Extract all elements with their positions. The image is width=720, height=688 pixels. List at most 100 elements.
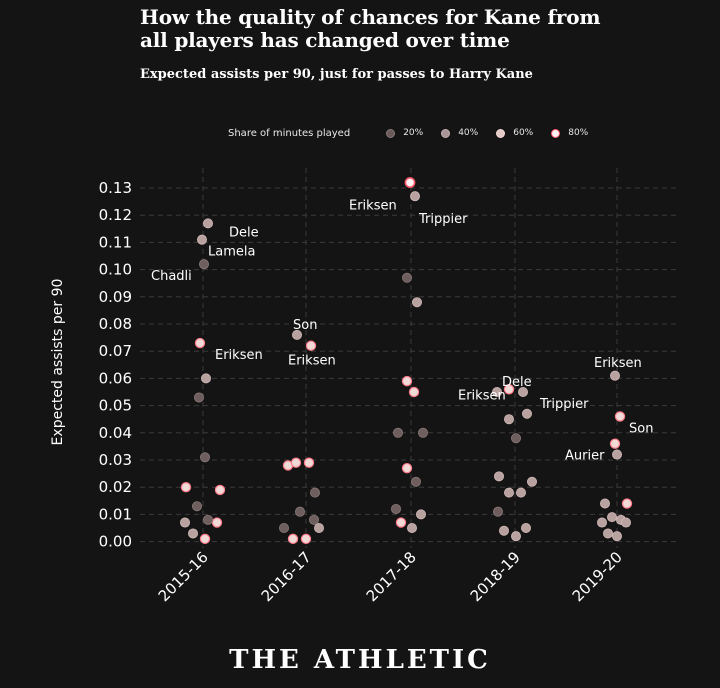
point-annotation: Trippier	[418, 212, 468, 227]
data-point	[510, 531, 521, 542]
data-point	[406, 523, 417, 534]
data-point	[194, 337, 206, 349]
data-point	[603, 528, 614, 539]
legend-swatch-20	[386, 128, 396, 138]
data-point	[503, 414, 514, 425]
data-point	[187, 528, 198, 539]
point-annotation: Eriksen	[458, 389, 506, 404]
y-tick-label: 0.08	[99, 315, 132, 333]
data-point	[199, 533, 211, 545]
point-annotation: Dele	[502, 375, 532, 390]
data-point	[308, 514, 319, 525]
data-point	[278, 523, 289, 534]
data-point	[214, 484, 226, 496]
legend-swatch-40	[441, 128, 451, 138]
point-annotation: Eriksen	[349, 198, 397, 213]
legend-item-60: 60%	[496, 128, 533, 138]
data-point	[408, 386, 420, 398]
y-tick-label: 0.03	[99, 451, 132, 469]
x-tick-label: 2015-16	[155, 548, 212, 605]
data-point	[612, 449, 623, 460]
legend-item-20: 20%	[386, 128, 423, 138]
y-tick-label: 0.01	[99, 505, 132, 523]
data-point	[202, 514, 213, 525]
chart-subtitle: Expected assists per 90, just for passes…	[140, 67, 533, 82]
x-tick-label: 2019-20	[569, 548, 626, 605]
data-point	[518, 386, 529, 397]
data-point	[390, 503, 401, 514]
chart-legend: Share of minutes played 20% 40% 60% 80%	[228, 125, 606, 141]
x-tick-label: 2016-17	[258, 548, 315, 605]
legend-label-80: 80%	[568, 128, 589, 138]
scatter-chart: 0.00 0.01 0.02 0.03 0.04 0.05 0.06 0.07 0.08 0.09…	[99, 168, 680, 605]
y-tick-label: 0.02	[99, 478, 132, 496]
y-tick-label: 0.06	[99, 369, 132, 387]
annotations: Dele Lamela Chadli Eriksen Son Eriksen Eriksen…	[151, 198, 653, 463]
data-points	[179, 177, 633, 545]
chart-title-line1: How the quality of chances for Kane from	[140, 5, 601, 29]
data-point	[401, 272, 412, 283]
data-point	[401, 375, 413, 387]
data-point	[294, 506, 305, 517]
legend-label-60: 60%	[513, 128, 534, 138]
data-point	[395, 517, 407, 528]
data-point	[491, 386, 502, 397]
data-point	[600, 498, 611, 509]
data-point	[610, 370, 621, 381]
data-point	[305, 340, 317, 351]
data-point	[409, 191, 420, 202]
data-point	[493, 471, 504, 482]
y-tick-label: 0.09	[99, 288, 132, 306]
data-point	[621, 517, 632, 528]
data-point	[196, 234, 207, 245]
legend-swatch-60	[496, 128, 506, 138]
data-point	[415, 509, 426, 520]
data-point	[202, 218, 213, 229]
data-point	[609, 438, 621, 449]
legend-label-40: 40%	[458, 128, 479, 138]
legend-item-80: 80%	[551, 128, 588, 138]
point-annotation: Eriksen	[215, 348, 263, 363]
data-point	[503, 384, 515, 395]
data-point	[401, 462, 413, 474]
chart-title-line2: all players has changed over time	[140, 28, 510, 52]
data-point	[313, 523, 324, 534]
point-annotation: Trippier	[539, 397, 589, 412]
y-tick-label: 0.05	[99, 397, 132, 415]
data-point	[309, 487, 320, 498]
data-point	[522, 408, 533, 419]
y-tick-label: 0.10	[99, 261, 132, 279]
data-point	[521, 523, 532, 534]
data-point	[492, 506, 503, 517]
legend-label-20: 20%	[403, 128, 424, 138]
legend-item-40: 40%	[441, 128, 478, 138]
legend-swatch-80	[551, 128, 561, 138]
data-point	[498, 525, 509, 536]
point-annotation: Eriksen	[594, 356, 642, 371]
y-tick-label: 0.07	[99, 342, 132, 360]
brand-logo: THE ATHLETIC	[229, 645, 491, 675]
data-point	[404, 177, 416, 188]
data-point	[198, 259, 209, 270]
data-point	[287, 533, 299, 545]
data-point	[411, 297, 422, 308]
y-tick-label: 0.11	[99, 233, 132, 251]
data-point	[503, 487, 514, 498]
point-annotation: Chadli	[151, 269, 192, 284]
data-point	[516, 487, 527, 498]
data-point	[510, 433, 521, 444]
data-point	[410, 476, 421, 487]
y-axis-ticks: 0.00 0.01 0.02 0.03 0.04 0.05 0.06 0.07 0.08 0.09…	[99, 179, 132, 551]
point-annotation: Aurier	[565, 449, 605, 464]
data-point	[199, 452, 210, 463]
y-tick-label: 0.04	[99, 424, 132, 442]
x-tick-label: 2017-18	[363, 548, 420, 605]
y-tick-label: 0.13	[99, 179, 132, 197]
data-point	[300, 533, 312, 545]
chart-title: How the quality of chances for Kane from…	[140, 6, 700, 52]
x-axis-ticks: 2015-16 2016-17 2017-18 2018-19 2019-20	[155, 548, 626, 605]
data-point	[211, 517, 223, 528]
y-tick-label: 0.12	[99, 206, 132, 224]
grid-lines	[140, 168, 680, 548]
data-point	[291, 329, 302, 340]
